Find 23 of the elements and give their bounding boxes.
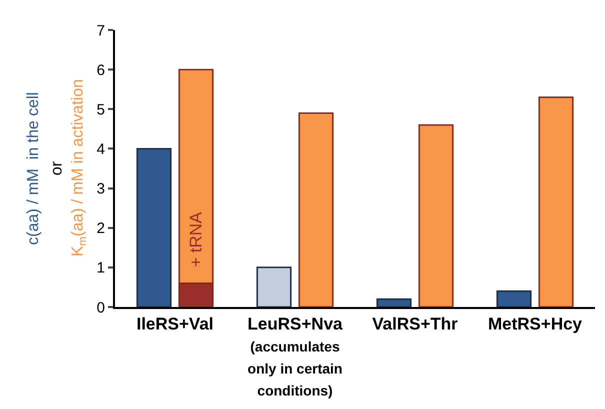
x-tick-label: LeuRS+Nva (accumulates only in certain conditions) (248, 314, 344, 399)
bar (256, 266, 292, 307)
y-tick-label: 2 (96, 220, 105, 238)
bar (376, 298, 412, 307)
bar (496, 290, 532, 307)
text: + tRNA (186, 211, 206, 268)
y-tick-label: 5 (96, 101, 105, 118)
bar (418, 124, 454, 307)
y-tick-label: 0 (96, 299, 105, 316)
y-tick-label: 1 (96, 260, 105, 277)
bar (538, 96, 574, 307)
x-tick-label: ValRS+Thr (372, 314, 458, 334)
x-tick-label: MetRS+Hcy (488, 314, 583, 334)
y-tick-label: 6 (96, 62, 105, 79)
bar (298, 112, 334, 307)
y-tick-label: 3 (96, 180, 105, 198)
y-tick-label: 7 (96, 22, 105, 40)
bar (178, 282, 214, 307)
y-axis-title: c(aa) / mM in the cell (25, 92, 42, 245)
x-tick-label: IleRS+Val (136, 314, 214, 334)
bar (136, 148, 172, 307)
text: or (48, 160, 66, 176)
y-tick-label: 4 (96, 140, 105, 158)
